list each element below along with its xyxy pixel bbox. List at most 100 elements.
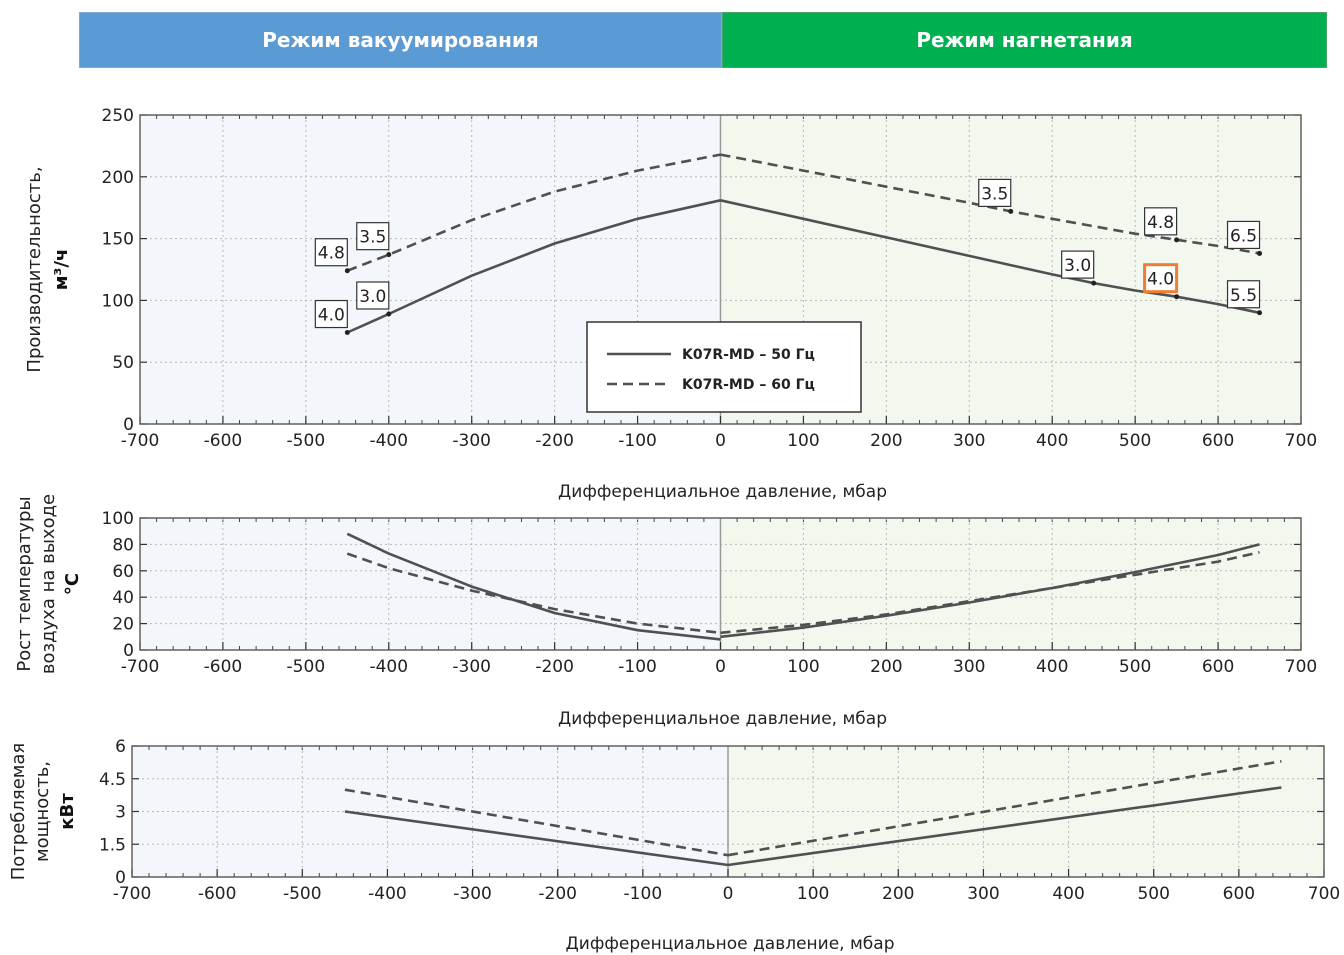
x-tick-label: -500: [283, 884, 322, 904]
pressure-region: [720, 518, 1301, 650]
x-tick-label: 400: [1052, 884, 1084, 904]
x-tick-label: 600: [1202, 657, 1234, 677]
y-tick-label: 60: [112, 562, 134, 582]
data-point-marker: [1257, 310, 1263, 316]
y-axis-label-line-2: м³/ч: [51, 249, 72, 291]
series-line-60hz-pressure: [727, 760, 1282, 857]
series-line-60hz-vacuum: [346, 552, 721, 635]
x-tick-label: -600: [204, 431, 243, 451]
data-label-box: [314, 238, 348, 267]
x-tick-label: 0: [715, 431, 726, 451]
series-line-50hz-vacuum: [346, 199, 721, 334]
data-label-box: [978, 178, 1012, 208]
y-tick-label: 100: [102, 509, 134, 529]
x-axis-label: Дифференциальное давление, мбар: [558, 482, 887, 502]
data-label-box: [356, 281, 390, 310]
x-tick-label: 200: [870, 431, 902, 451]
pressure-mode-banner: Режим нагнетания: [722, 12, 1327, 68]
series-line-50hz-pressure: [720, 199, 1260, 315]
y-axis-label-line-3: °C: [62, 573, 83, 595]
series-line-60hz-vacuum: [346, 153, 721, 272]
data-label: 4.8: [1147, 213, 1174, 233]
series-line-60hz-vacuum: [344, 788, 729, 857]
x-tick-label: 300: [953, 657, 985, 677]
x-tick-label: 500: [1119, 657, 1151, 677]
x-tick-label: -700: [121, 431, 160, 451]
data-point-marker: [344, 268, 350, 274]
y-tick-label: 6: [115, 737, 126, 757]
x-tick-label: -600: [204, 657, 243, 677]
y-tick-label: 0: [123, 415, 134, 435]
series-line-50hz-vacuum: [346, 532, 721, 641]
x-tick-label: -100: [618, 431, 657, 451]
chart-1: 0 50 100 150 200 250 -700 -600 -500 -400 -300 -200 -…: [24, 106, 1317, 502]
y-tick-label: 250: [102, 106, 134, 126]
x-tick-label: -200: [538, 884, 577, 904]
data-label-box: [1226, 220, 1261, 250]
data-label: 3.0: [359, 287, 386, 307]
data-point-marker: [1174, 294, 1180, 300]
data-label: 4.0: [318, 306, 345, 326]
y-tick-label: 150: [102, 230, 134, 250]
x-tick-label: 700: [1285, 431, 1317, 451]
y-tick-label: 1.5: [99, 835, 126, 855]
y-tick-label: 20: [112, 615, 134, 635]
data-label-box: [356, 222, 390, 251]
chart-2: 0 20 40 60 80 100 -700 -600 -500 -400 -300 -200 -100…: [14, 494, 1317, 729]
x-tick-label: 100: [797, 884, 829, 904]
x-tick-label: 0: [723, 884, 734, 904]
data-label: 5.5: [1230, 286, 1257, 306]
x-tick-label: 300: [953, 431, 985, 451]
x-tick-label: 0: [715, 657, 726, 677]
y-tick-label: 3: [115, 803, 126, 823]
y-axis-label-line-1: Потребляемая: [8, 743, 29, 880]
series-line-60hz-pressure: [720, 153, 1260, 255]
y-axis-label-line-1: Рост температуры: [14, 496, 35, 671]
x-tick-label: -700: [113, 884, 152, 904]
y-axis-label-line-2: мощность,: [32, 761, 53, 862]
x-tick-label: 700: [1308, 884, 1340, 904]
x-tick-label: -200: [535, 657, 574, 677]
x-tick-label: -700: [121, 657, 160, 677]
y-tick-label: 4.5: [99, 770, 126, 790]
data-label: 3.0: [1064, 256, 1091, 276]
x-tick-label: 400: [1036, 657, 1068, 677]
x-tick-label: -400: [369, 657, 408, 677]
x-tick-label: -500: [287, 657, 326, 677]
data-label: 4.8: [318, 244, 345, 264]
data-point-marker: [386, 252, 392, 258]
x-tick-label: 200: [870, 657, 902, 677]
x-tick-label: -300: [452, 431, 491, 451]
x-tick-label: 400: [1036, 431, 1068, 451]
x-tick-label: 700: [1285, 657, 1317, 677]
x-tick-label: -300: [453, 884, 492, 904]
y-tick-label: 200: [102, 168, 134, 188]
data-point-marker: [1008, 208, 1014, 214]
series-line-60hz-pressure: [720, 551, 1260, 635]
x-tick-label: 600: [1202, 431, 1234, 451]
y-tick-label: 80: [112, 535, 134, 555]
vacuum-mode-banner: Режим вакуумирования: [79, 12, 722, 68]
data-label: 3.5: [359, 228, 386, 248]
y-tick-label: 40: [112, 588, 134, 608]
x-tick-label: -200: [535, 431, 574, 451]
data-label-box: [1061, 250, 1095, 279]
x-tick-label: 200: [882, 884, 914, 904]
legend-solid-label: K07R-MD – 50 Гц: [682, 347, 815, 363]
legend: K07R-MD – 50 Гц K07R-MD – 60 Гц: [586, 321, 862, 413]
y-tick-label: 100: [102, 291, 134, 311]
data-label-box: [1144, 207, 1178, 236]
x-tick-label: 100: [787, 431, 819, 451]
x-axis-label: Дифференциальное давление, мбар: [566, 934, 895, 954]
x-tick-label: -500: [287, 431, 326, 451]
data-label: 3.5: [981, 184, 1008, 204]
x-tick-label: -100: [618, 657, 657, 677]
pressure-mode-label: Режим нагнетания: [916, 28, 1133, 52]
y-tick-label: 0: [115, 868, 126, 888]
legend-box: [586, 321, 862, 413]
x-tick-label: 600: [1223, 884, 1255, 904]
y-axis-label-line-3: кВт: [57, 793, 78, 830]
y-axis-label-line-2: воздуха на выходе: [38, 494, 59, 674]
data-point-marker: [1257, 250, 1263, 256]
